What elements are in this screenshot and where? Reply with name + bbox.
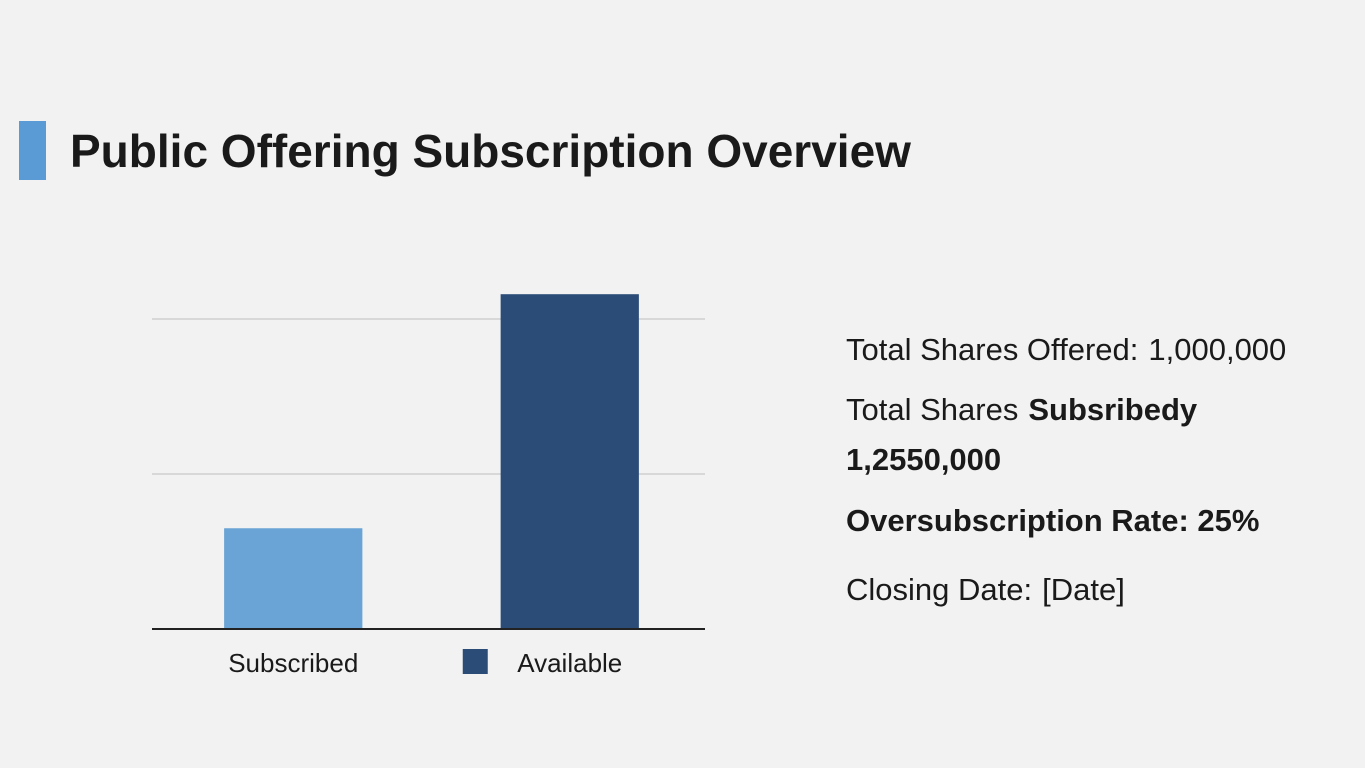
x-tick-label: Subscribed — [228, 648, 358, 678]
bar — [500, 294, 639, 629]
info-text: Total Shares — [846, 392, 1018, 427]
x-tick-label: Available — [517, 648, 622, 678]
info-text: 1,000,000 — [1148, 332, 1286, 367]
info-line: Total Shares Offered: 1,000,000 — [846, 332, 1286, 367]
chart-title: Public Offering Subscription Overview — [70, 125, 911, 177]
legend-swatch — [462, 649, 488, 674]
info-line: Total Shares Subsribedy — [846, 392, 1198, 427]
info-text: Total Shares Offered: — [846, 332, 1138, 367]
info-line: Oversubscription Rate: 25% — [846, 503, 1259, 538]
info-text: 1,2550,000 — [846, 442, 1001, 477]
info-text: Subsribedy — [1028, 392, 1198, 427]
info-line: 1,2550,000 — [846, 442, 1001, 477]
info-text: Oversubscription Rate: 25% — [846, 503, 1259, 538]
info-text: Closing Date: — [846, 572, 1032, 607]
info-text: [Date] — [1042, 572, 1125, 607]
bar — [224, 528, 363, 629]
title-accent — [19, 121, 46, 180]
info-line: Closing Date: [Date] — [846, 572, 1125, 607]
